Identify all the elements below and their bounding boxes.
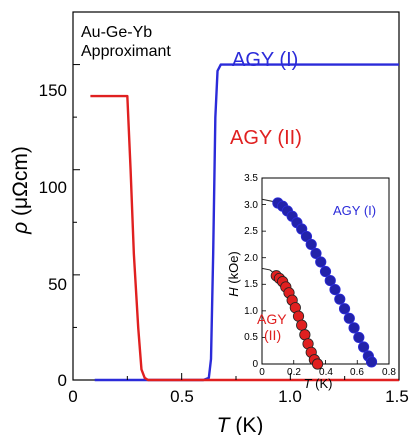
main-ytick-label-100: 100 [39, 178, 67, 197]
main-ylabel: ρ (μΩcm) [9, 146, 32, 235]
inset-ytick-label-2.0: 2.0 [244, 253, 258, 264]
main-xtick-label-0.5: 0.5 [170, 387, 194, 406]
inset-ytick-label-1.5: 1.5 [244, 279, 258, 290]
inset-ylabel: H (kOe) [226, 251, 241, 297]
inset-point-0-12 [330, 284, 340, 294]
inset-xtick-label-0.6: 0.6 [350, 367, 364, 378]
main-ylabel-unit: (μΩcm) [9, 146, 32, 216]
main-xtick-label-1.0: 1.0 [278, 387, 302, 406]
annotation-line-2: Approximant [81, 43, 171, 60]
main-ytick-label-0: 0 [58, 371, 67, 390]
inset-xtick-label-0: 0 [259, 367, 265, 378]
annotation-line-1: Au-Ge-Yb [81, 24, 152, 41]
inset-point-1-8 [296, 320, 306, 330]
inset-point-0-16 [349, 323, 359, 333]
inset-xlabel-unit: (K) [315, 376, 332, 391]
inset-xtick-label-0.2: 0.2 [287, 367, 301, 378]
main-xtick-label-1.5: 1.5 [385, 387, 409, 406]
inset-label-agy-ii-line1: AGY [257, 311, 287, 327]
main-ytick-label-50: 50 [48, 275, 67, 294]
inset-ylabel-unit: (kOe) [226, 251, 241, 284]
inset-ytick-label-0: 0 [252, 359, 258, 370]
inset-label-agy-ii-line2: (II) [264, 327, 281, 343]
inset-point-0-14 [339, 304, 349, 314]
series-label-agy-ii: AGY (II) [230, 127, 302, 149]
inset-xtick-label-0.8: 0.8 [382, 367, 396, 378]
series-label-agy-i: AGY (I) [232, 49, 298, 71]
inset-ytick-label-3.5: 3.5 [244, 173, 258, 184]
inset-ytick-label-0.5: 0.5 [244, 332, 258, 343]
inset-point-0-17 [354, 332, 364, 342]
inset-point-0-20 [366, 357, 376, 367]
main-ylabel-symbol: ρ [9, 222, 32, 235]
inset-xlabel: T (K) [304, 376, 333, 391]
inset-point-0-13 [335, 294, 345, 304]
main-xlabel: T (K) [217, 414, 264, 435]
inset-point-0-9 [316, 257, 326, 267]
main-xlabel-unit: (K) [235, 414, 263, 435]
inset-label-agy-i: AGY (I) [333, 203, 376, 218]
inset-point-0-15 [344, 313, 354, 323]
inset-ytick-label-3.0: 3.0 [244, 200, 258, 211]
main-xtick-label-0: 0 [68, 387, 77, 406]
inset-ytick-label-2.5: 2.5 [244, 226, 258, 237]
main-ytick-label-150: 150 [39, 81, 67, 100]
